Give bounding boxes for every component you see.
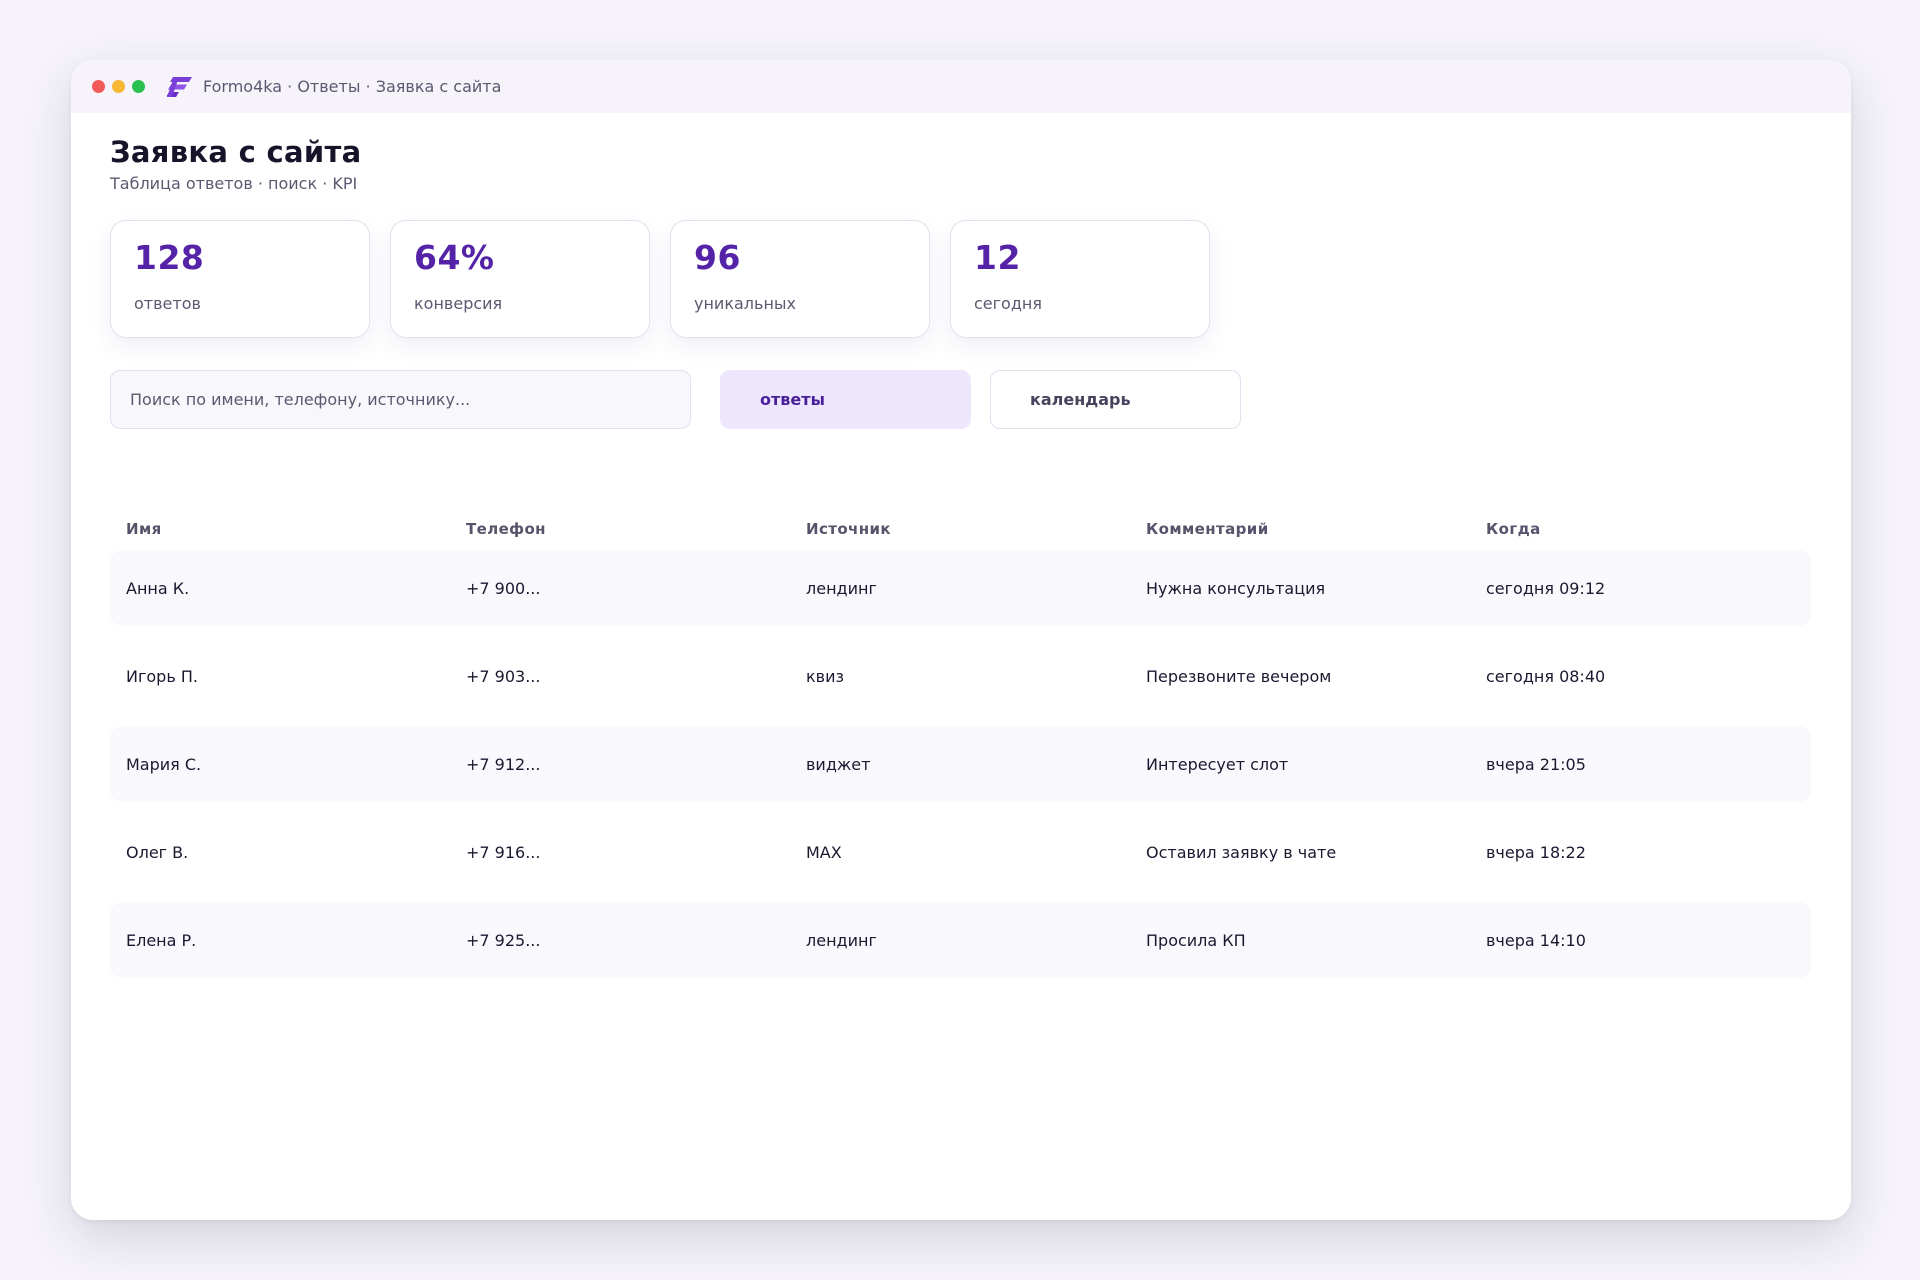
cell-phone: +7 912... (466, 754, 541, 774)
kpi-value: 64% (414, 238, 495, 277)
cell-when: сегодня 09:12 (1486, 578, 1606, 598)
cell-comment: Просила КП (1146, 930, 1246, 950)
page-title: Заявка с сайта (110, 135, 362, 169)
cell-source: квиз (806, 666, 844, 686)
cell-phone: +7 925... (466, 930, 541, 950)
cell-phone: +7 916... (466, 842, 541, 862)
kpi-value: 128 (134, 238, 205, 277)
cell-source: виджет (806, 754, 871, 774)
tab-responses[interactable]: ответы (720, 370, 971, 429)
cell-name: Олег В. (126, 842, 189, 862)
toolbar: ответы календарь (110, 370, 1241, 429)
column-header-comment[interactable]: Комментарий (1146, 520, 1269, 538)
cell-name: Мария С. (126, 754, 202, 774)
cell-comment: Интересует слот (1146, 754, 1289, 774)
kpi-value: 12 (974, 238, 1021, 277)
window-title: Formo4ka · Ответы · Заявка с сайта (203, 77, 502, 96)
column-header-name[interactable]: Имя (126, 520, 162, 538)
kpi-row: 128 ответов 64% конверсия 96 уникальных … (110, 220, 1210, 338)
column-header-when[interactable]: Когда (1486, 520, 1541, 538)
table-row[interactable]: Олег В. +7 916... MAX Оставил заявку в ч… (110, 814, 1811, 890)
cell-source: лендинг (806, 930, 877, 950)
cell-name: Игорь П. (126, 666, 198, 686)
kpi-label: ответов (134, 294, 201, 313)
minimize-window-button[interactable] (112, 80, 125, 93)
table-row[interactable]: Игорь П. +7 903... квиз Перезвоните вече… (110, 638, 1811, 714)
cell-when: вчера 14:10 (1486, 930, 1586, 950)
title-bar: Formo4ka · Ответы · Заявка с сайта (71, 60, 1851, 113)
table-row[interactable]: Мария С. +7 912... виджет Интересует сло… (110, 726, 1811, 802)
cell-comment: Оставил заявку в чате (1146, 842, 1337, 862)
cell-comment: Перезвоните вечером (1146, 666, 1332, 686)
kpi-label: сегодня (974, 294, 1042, 313)
search-input[interactable] (110, 370, 691, 429)
kpi-card-today: 12 сегодня (950, 220, 1210, 338)
table-row[interactable]: Елена Р. +7 925... лендинг Просила КП вч… (110, 902, 1811, 978)
responses-table: Имя Телефон Источник Комментарий Когда А… (110, 500, 1811, 990)
kpi-value: 96 (694, 238, 741, 277)
cell-name: Елена Р. (126, 930, 197, 950)
cell-name: Анна К. (126, 578, 190, 598)
column-header-source[interactable]: Источник (806, 520, 891, 538)
cell-comment: Нужна консультация (1146, 578, 1326, 598)
page-subtitle: Таблица ответов · поиск · KPI (110, 174, 358, 193)
table-row[interactable]: Анна К. +7 900... лендинг Нужна консульт… (110, 550, 1811, 626)
kpi-label: уникальных (694, 294, 797, 313)
cell-phone: +7 903... (466, 666, 541, 686)
cell-when: вчера 18:22 (1486, 842, 1586, 862)
column-header-phone[interactable]: Телефон (466, 520, 546, 538)
kpi-card-unique: 96 уникальных (670, 220, 930, 338)
close-window-button[interactable] (92, 80, 105, 93)
kpi-card-responses: 128 ответов (110, 220, 370, 338)
kpi-label: конверсия (414, 294, 503, 313)
maximize-window-button[interactable] (132, 80, 145, 93)
kpi-card-conversion: 64% конверсия (390, 220, 650, 338)
cell-source: лендинг (806, 578, 877, 598)
cell-when: сегодня 08:40 (1486, 666, 1606, 686)
app-window: Formo4ka · Ответы · Заявка с сайта Заявк… (71, 60, 1851, 1220)
cell-source: MAX (806, 842, 842, 862)
tab-calendar[interactable]: календарь (990, 370, 1241, 429)
formo4ka-logo-icon (166, 76, 193, 98)
cell-when: вчера 21:05 (1486, 754, 1586, 774)
table-header: Имя Телефон Источник Комментарий Когда (110, 500, 1811, 550)
cell-phone: +7 900... (466, 578, 541, 598)
